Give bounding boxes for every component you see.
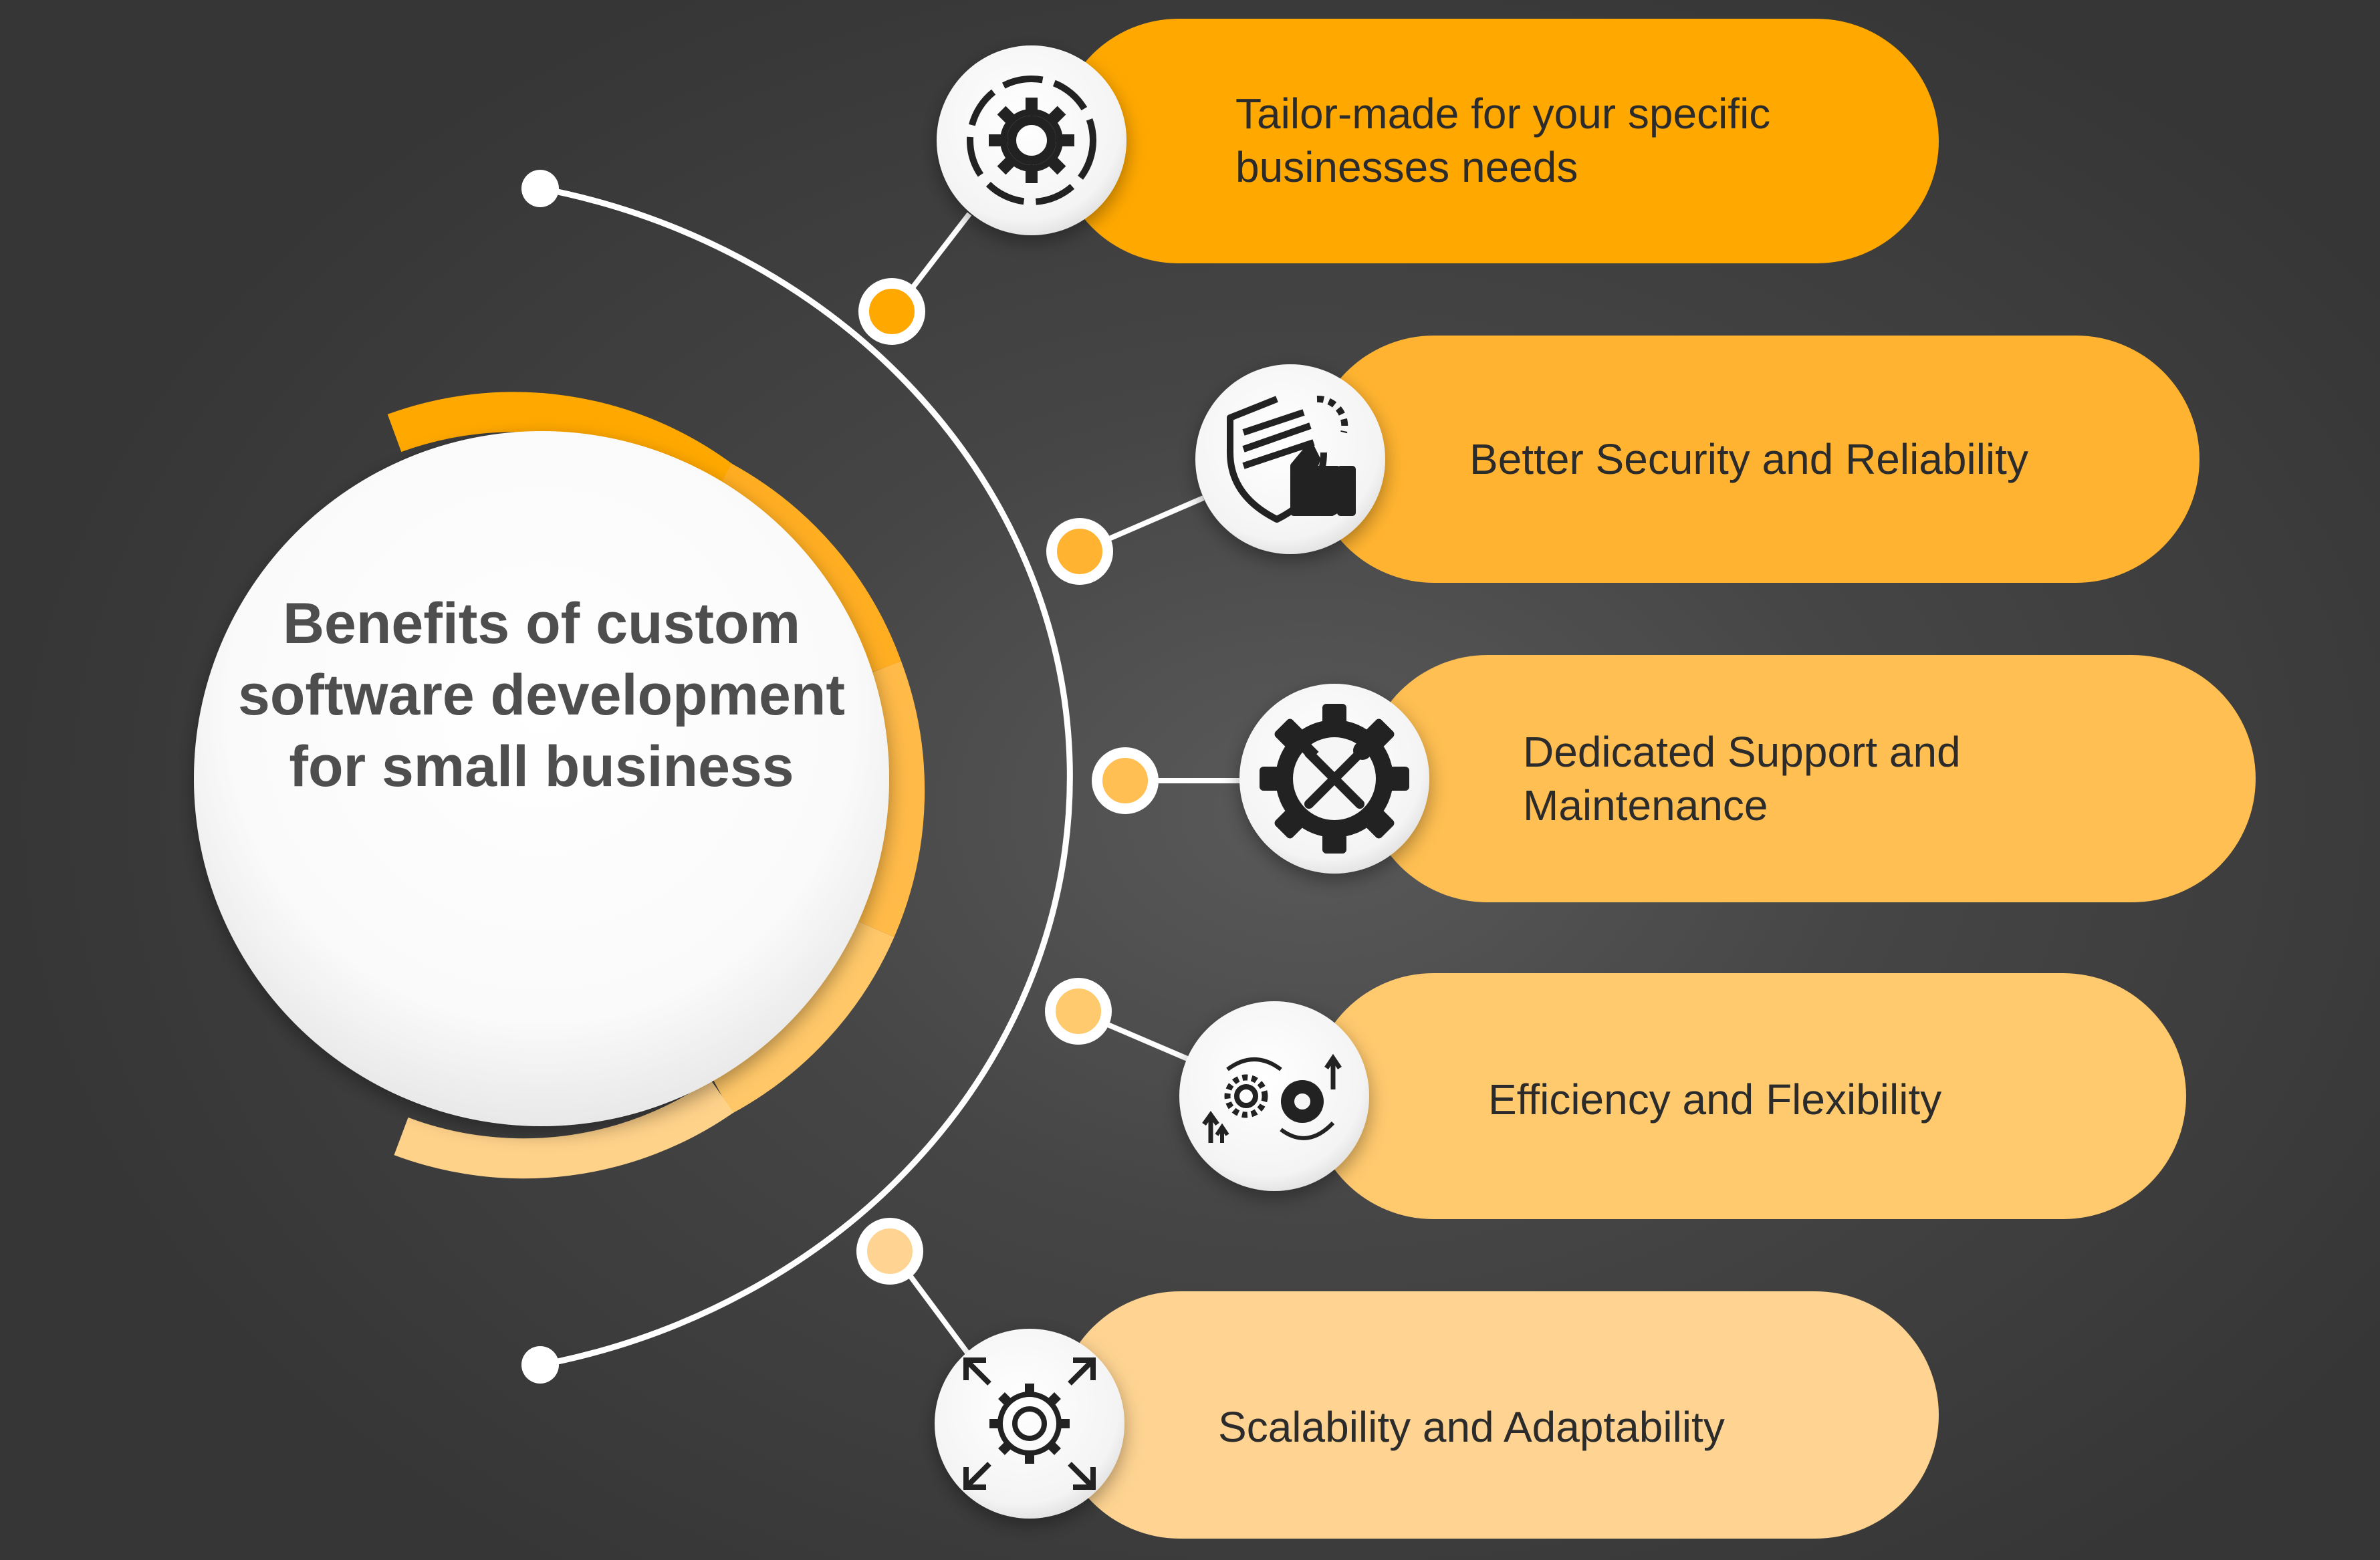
benefit-label-1: Tailor-made for your specific businesses… bbox=[1235, 90, 1771, 191]
node-5 bbox=[856, 1218, 923, 1285]
pill-1 bbox=[1056, 19, 1939, 263]
hub-circle bbox=[194, 431, 889, 1126]
hub-title: Benefits of custom software development … bbox=[238, 592, 845, 799]
arc-nodes bbox=[856, 278, 1159, 1285]
pill-4 bbox=[1310, 973, 2186, 1219]
node-1 bbox=[858, 278, 925, 345]
benefit-label-3: Dedicated Support and Maintenance bbox=[1523, 728, 1961, 829]
gear-tools-icon bbox=[1260, 704, 1409, 854]
gear-target-icon bbox=[967, 76, 1096, 205]
pill-2 bbox=[1310, 336, 2199, 583]
gears-arrows-icon bbox=[1202, 1053, 1342, 1143]
pill-5 bbox=[1056, 1291, 1939, 1539]
arc-end-top bbox=[521, 170, 559, 207]
hub-ring bbox=[387, 392, 925, 1179]
node-4 bbox=[1045, 978, 1112, 1045]
connector-arc bbox=[541, 185, 1073, 1368]
benefit-label-4: Efficiency and Flexibility bbox=[1488, 1075, 1942, 1124]
benefit-label-2: Better Security and Reliability bbox=[1469, 435, 2028, 483]
arc-end-bottom bbox=[521, 1346, 559, 1384]
pill-3 bbox=[1364, 655, 2256, 902]
node-3 bbox=[1092, 747, 1159, 814]
benefit-pills bbox=[1056, 19, 2256, 1539]
node-2 bbox=[1046, 518, 1113, 585]
gear-expand-icon bbox=[963, 1357, 1096, 1490]
shield-thumbs-up-icon bbox=[1227, 396, 1356, 523]
benefit-label-5: Scalability and Adaptability bbox=[1218, 1403, 1725, 1451]
